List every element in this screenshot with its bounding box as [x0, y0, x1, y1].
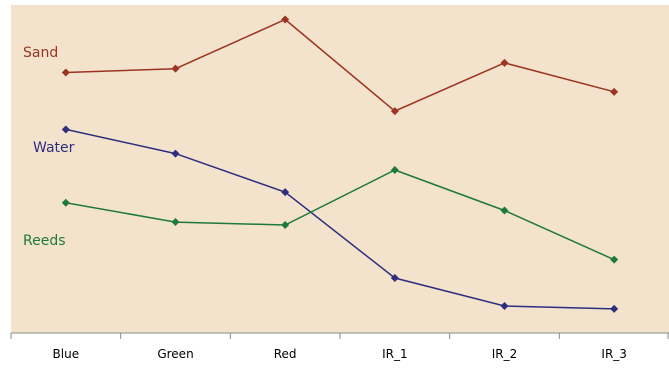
data-point-water: [171, 149, 180, 158]
data-point-sand: [500, 58, 509, 67]
x-tick-label: Green: [157, 347, 193, 361]
data-point-sand: [281, 15, 290, 24]
data-point-sand: [390, 107, 399, 116]
x-axis: Blue Green Red IR_1 IR_2 IR_3: [10, 332, 669, 361]
series-label-sand: Sand: [23, 45, 58, 61]
data-point-sand: [171, 64, 180, 73]
data-point-reeds: [61, 198, 70, 207]
plot-area: [11, 5, 669, 333]
series-line-sand: [65, 18, 615, 112]
x-tick-label: Blue: [53, 347, 80, 361]
data-point-water: [610, 304, 619, 313]
data-point-reeds: [390, 165, 399, 174]
data-point-water: [390, 274, 399, 283]
series-label-water: Water: [33, 140, 75, 156]
series-lines: [61, 15, 619, 313]
series-line-reeds: [65, 169, 615, 261]
series-line-water: [65, 128, 615, 310]
series-sand: [61, 15, 619, 116]
x-tick-label: IR_2: [492, 347, 518, 361]
data-point-water: [500, 301, 509, 310]
data-point-sand: [610, 87, 619, 96]
x-tick-label: Red: [274, 347, 297, 361]
data-point-reeds: [500, 206, 509, 215]
series-water: [61, 125, 619, 313]
data-point-reeds: [610, 255, 619, 264]
x-tick-label: IR_1: [382, 347, 408, 361]
x-tick-label: IR_3: [601, 347, 627, 361]
series-label-reeds: Reeds: [23, 233, 66, 249]
series-reeds: [61, 165, 619, 264]
data-point-reeds: [171, 218, 180, 227]
series-labels: Sand Water Reeds: [23, 45, 75, 249]
data-point-sand: [61, 68, 70, 77]
data-point-water: [281, 188, 290, 197]
data-point-reeds: [281, 220, 290, 229]
data-point-water: [61, 125, 70, 134]
